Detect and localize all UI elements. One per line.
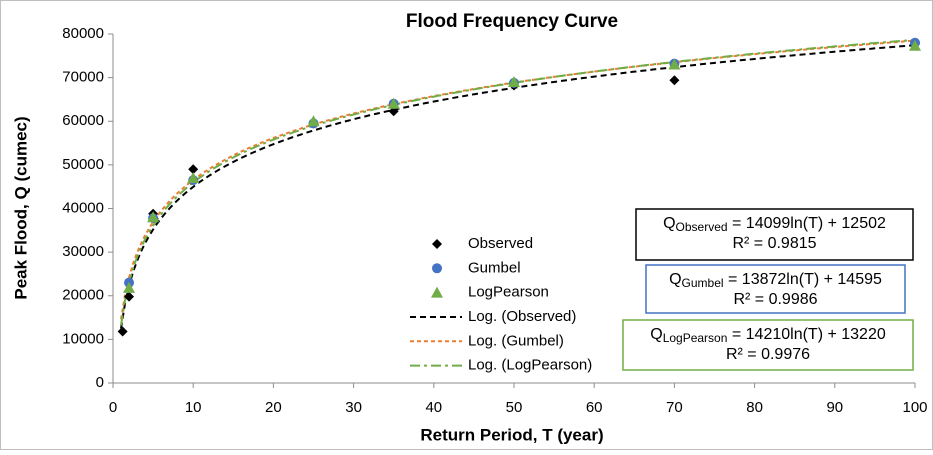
equation-box <box>622 319 914 371</box>
equation: QObserved = 14099ln(T) + 12502 <box>663 215 886 234</box>
r-squared: R² = 0.9976 <box>726 346 810 363</box>
x-tick-label: 40 <box>425 399 442 416</box>
x-tick-label: 10 <box>185 399 202 416</box>
x-tick-label: 90 <box>826 399 843 416</box>
equation-subscript: Observed <box>676 220 728 234</box>
equation-rhs: = 14210ln(T) + 13220 <box>727 326 885 343</box>
x-tick-label: 70 <box>666 399 683 416</box>
y-tick-label: 70000 <box>62 69 104 86</box>
point <box>188 164 199 175</box>
equation-prefix: Q <box>669 271 681 288</box>
equation-subscript: Gumbel <box>682 276 724 290</box>
equation: QLogPearson = 14210ln(T) + 13220 <box>650 326 886 345</box>
equation-prefix: Q <box>663 215 675 232</box>
point <box>147 211 160 223</box>
legend-marker <box>431 286 443 298</box>
r-squared: R² = 0.9815 <box>732 235 816 252</box>
trendline <box>120 39 916 320</box>
point <box>508 75 520 87</box>
y-tick-label: 0 <box>96 374 104 391</box>
legend-label: Gumbel <box>468 259 521 276</box>
equation: QGumbel = 13872ln(T) + 14595 <box>669 271 882 290</box>
r-squared: R² = 0.9986 <box>733 291 817 308</box>
legend-label: Log. (LogPearson) <box>468 357 592 374</box>
y-tick-label: 60000 <box>62 112 104 129</box>
point <box>187 171 200 183</box>
legend-label: Observed <box>468 235 533 252</box>
y-tick-label: 20000 <box>62 287 104 304</box>
x-tick-label: 60 <box>586 399 603 416</box>
x-tick-label: 30 <box>345 399 362 416</box>
point <box>668 58 681 70</box>
point <box>909 39 921 51</box>
equation-subscript: LogPearson <box>663 331 728 345</box>
x-tick-label: 50 <box>506 399 523 416</box>
x-tick-label: 0 <box>109 399 117 416</box>
chart-title: Flood Frequency Curve <box>406 11 618 32</box>
point <box>124 291 135 302</box>
point <box>117 326 128 337</box>
point <box>123 281 136 293</box>
y-tick-label: 40000 <box>62 199 104 216</box>
equation-box <box>635 208 914 261</box>
legend-label: LogPearson <box>468 284 549 301</box>
x-tick-label: 100 <box>902 399 927 416</box>
point <box>307 115 320 127</box>
equation-rhs: = 14099ln(T) + 12502 <box>728 215 886 232</box>
y-tick-label: 50000 <box>62 156 104 173</box>
y-tick-label: 80000 <box>62 25 104 42</box>
point <box>387 97 400 109</box>
point <box>669 75 680 86</box>
legend-label: Log. (Observed) <box>468 308 576 325</box>
legend <box>410 232 615 374</box>
legend-marker <box>432 239 442 249</box>
trendline <box>120 44 916 329</box>
equation-box <box>645 264 906 314</box>
x-axis-title: Return Period, T (year) <box>420 425 603 444</box>
x-tick-label: 80 <box>746 399 763 416</box>
y-tick-label: 30000 <box>62 243 104 260</box>
x-tick-label: 20 <box>265 399 282 416</box>
legend-marker <box>432 263 442 274</box>
equation-rhs: = 13872ln(T) + 14595 <box>724 271 882 288</box>
y-axis-title: Peak Flood, Q (cumec) <box>11 116 30 299</box>
y-tick-label: 10000 <box>62 330 104 347</box>
legend-label: Log. (Gumbel) <box>468 332 564 349</box>
equation-prefix: Q <box>650 326 662 343</box>
